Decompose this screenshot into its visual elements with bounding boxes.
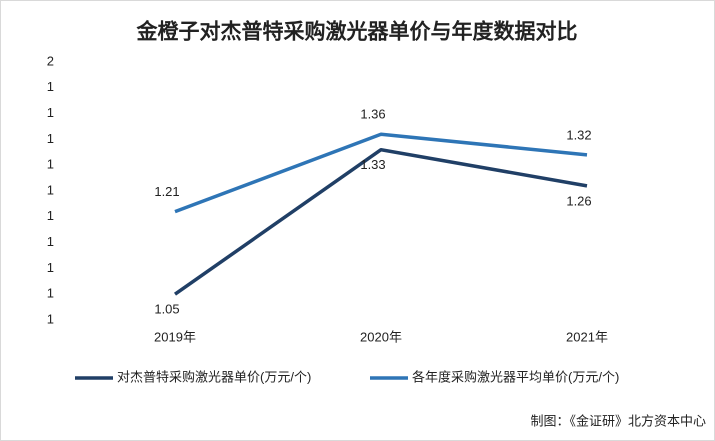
y-tick-label: 1 <box>47 131 54 146</box>
y-tick-label: 2 <box>47 53 54 68</box>
data-label: 1.32 <box>566 127 591 142</box>
y-tick-label: 1 <box>47 182 54 197</box>
data-label: 1.05 <box>154 302 179 317</box>
x-tick-label: 2019年 <box>154 329 196 344</box>
series-line <box>174 132 588 214</box>
y-tick-label: 1 <box>47 208 54 223</box>
source-note: 制图：《金证研》北方资本中心 <box>530 413 706 428</box>
y-tick-label: 1 <box>47 157 54 172</box>
legend-label: 各年度采购激光器平均单价(万元/个) <box>412 369 619 384</box>
y-tick-label: 1 <box>47 79 54 94</box>
data-label: 1.21 <box>154 184 179 199</box>
x-tick-label: 2021年 <box>566 329 608 344</box>
legend-label: 对杰普特采购激光器单价(万元/个) <box>117 369 311 384</box>
y-tick-label: 1 <box>47 234 54 249</box>
chart-title: 金橙子对杰普特采购激光器单价与年度数据对比 <box>136 20 578 44</box>
y-tick-label: 1 <box>47 311 54 326</box>
data-label: 1.26 <box>566 193 591 208</box>
y-tick-label: 1 <box>47 260 54 275</box>
y-tick-label: 1 <box>47 286 54 301</box>
data-label: 1.36 <box>360 107 385 122</box>
series-line <box>173 147 588 296</box>
y-tick-label: 1 <box>47 105 54 120</box>
data-label: 1.33 <box>360 157 385 172</box>
x-tick-label: 2020年 <box>360 329 402 344</box>
